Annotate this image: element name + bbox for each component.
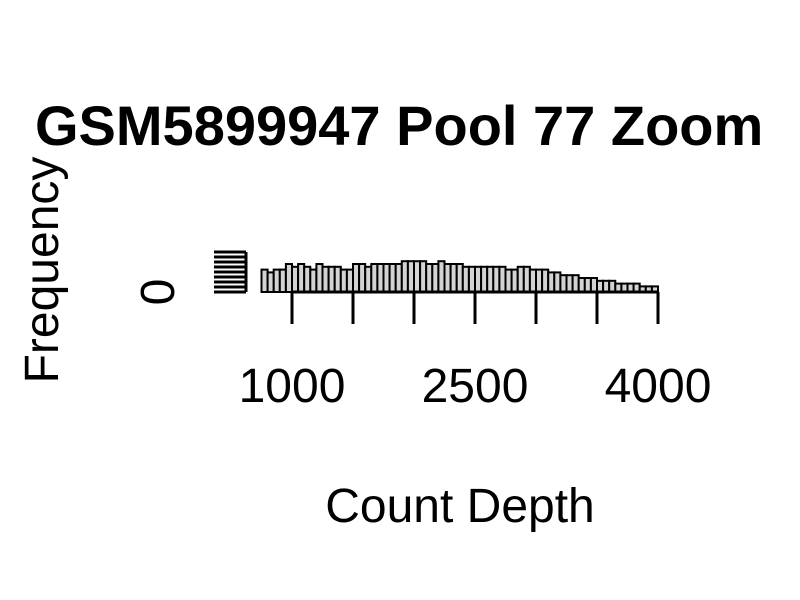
x-tick-label: 2500 bbox=[422, 360, 529, 413]
x-axis-label: Count Depth bbox=[325, 480, 595, 533]
bars-group bbox=[260, 260, 660, 294]
y-axis-label: Frequency bbox=[16, 157, 69, 384]
y-axis: 0 bbox=[132, 250, 248, 306]
x-tick-label: 1000 bbox=[239, 360, 346, 413]
x-tick-label: 4000 bbox=[605, 360, 712, 413]
y-tick-label: 0 bbox=[132, 279, 185, 306]
x-axis: 1000 2500 4000 bbox=[239, 290, 712, 413]
chart-title: GSM5899947 Pool 77 Zoom bbox=[35, 94, 763, 157]
